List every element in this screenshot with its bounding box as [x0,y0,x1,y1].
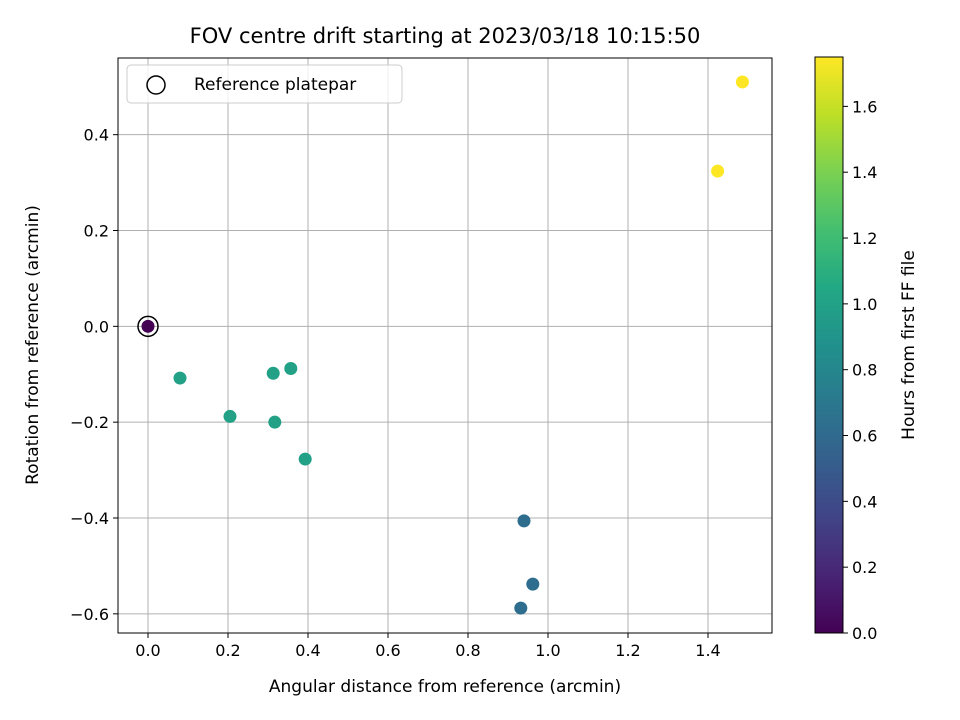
chart-title: FOV centre drift starting at 2023/03/18 … [190,24,701,48]
data-point [735,75,749,89]
x-tick-label: 1.0 [535,641,560,660]
data-points [137,75,749,615]
legend: Reference platepar [126,64,403,104]
legend-box [126,64,403,104]
colorbar-tick-label: 1.2 [852,229,877,248]
grid [118,58,772,633]
data-point [298,452,312,466]
legend-marker-icon [146,75,166,95]
y-tick-label: −0.6 [70,605,109,624]
y-tick-label: 0.0 [84,317,109,336]
data-point [514,601,528,615]
data-point [141,319,155,333]
data-point [711,164,725,178]
y-tick-label: 0.2 [84,222,109,241]
reference-platepar-marker [137,315,159,338]
colorbar-tick-label: 0.8 [852,361,877,380]
data-point [517,514,531,528]
y-tick-label: −0.4 [70,509,109,528]
data-point [526,577,540,591]
colorbar-gradient [814,56,844,634]
x-tick-label: 0.6 [375,641,400,660]
x-tick-label: 1.2 [615,641,640,660]
plot-frame [117,57,773,634]
x-tick-label: 0.8 [455,641,480,660]
y-tick-label: −0.2 [70,413,109,432]
data-point [223,409,237,423]
data-point [173,371,187,385]
colorbar-tick-label: 0.6 [852,427,877,446]
colorbar: 0.0 0.2 0.4 0.6 0.8 1.0 1.2 1.4 1.6 Hours from f… [814,56,919,643]
data-point [266,366,280,380]
colorbar-tick-label: 0.2 [852,558,877,577]
x-tick-label: 1.4 [695,641,720,660]
y-axis-label: Rotation from reference (arcmin) [23,205,43,485]
colorbar-ticks: 0.0 0.2 0.4 0.6 0.8 1.0 1.2 1.4 1.6 [843,97,877,643]
colorbar-tick-label: 0.0 [852,624,877,643]
y-tick-label: 0.4 [84,126,109,145]
colorbar-label: Hours from first FF file [899,250,919,440]
y-axis-ticks: −0.6 −0.4 −0.2 0.0 0.2 0.4 [70,126,118,624]
legend-entry-reference: Reference platepar [194,75,356,95]
x-axis-ticks: 0.0 0.2 0.4 0.6 0.8 1.0 1.2 1.4 [135,633,721,660]
x-tick-label: 0.2 [215,641,240,660]
colorbar-tick-label: 1.6 [852,97,877,116]
data-point [284,362,298,375]
data-point [268,415,282,429]
x-tick-label: 0.4 [295,641,320,660]
x-tick-label: 0.0 [135,641,160,660]
colorbar-tick-label: 0.4 [852,492,877,511]
x-axis-label: Angular distance from reference (arcmin) [269,677,621,697]
colorbar-tick-label: 1.4 [852,163,877,182]
colorbar-tick-label: 1.0 [852,295,877,314]
